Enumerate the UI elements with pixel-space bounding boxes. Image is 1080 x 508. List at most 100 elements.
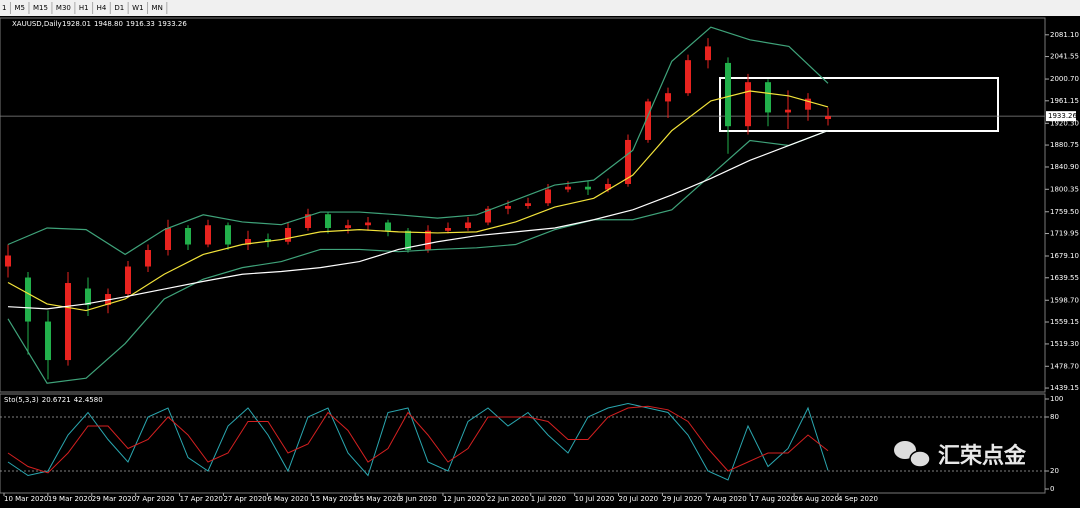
x-tick-label: 19 Mar 2020 <box>48 495 92 503</box>
x-tick-label: 3 Jun 2020 <box>399 495 437 503</box>
candle-body <box>385 222 391 231</box>
candle-body <box>805 98 811 110</box>
y-tick-label: 1840.90 <box>1050 163 1079 171</box>
candle-body <box>45 321 51 361</box>
candle-body <box>565 186 571 190</box>
candle-body <box>165 228 171 251</box>
candle-body <box>625 139 631 184</box>
candle-body <box>85 288 91 306</box>
overlay-line <box>7 26 829 256</box>
candle-body <box>765 82 771 113</box>
y-tick-label: 1961.15 <box>1050 97 1079 105</box>
indicator-value: 20.6721 <box>42 396 71 404</box>
candle-body <box>285 228 291 242</box>
x-tick-label: 4 Sep 2020 <box>838 495 878 503</box>
x-tick-label: 10 Jul 2020 <box>575 495 615 503</box>
y-tick-label: 1679.10 <box>1050 252 1079 260</box>
candle-body <box>505 205 511 209</box>
x-tick-label: 1 Jul 2020 <box>531 495 566 503</box>
y-tick-label: 1478.70 <box>1050 362 1079 370</box>
candle-body <box>5 255 11 267</box>
candle-body <box>825 116 831 120</box>
last-price-tag <box>1046 111 1076 122</box>
x-tick-label: 17 Aug 2020 <box>750 495 795 503</box>
y-tick-label: 1598.70 <box>1050 296 1079 304</box>
candle-body <box>365 222 371 226</box>
y-tick-label: 1559.15 <box>1050 318 1079 326</box>
x-tick-label: 12 Jun 2020 <box>443 495 485 503</box>
y-tick-label: 0 <box>1050 485 1054 493</box>
y-tick-label: 1519.30 <box>1050 340 1079 348</box>
y-tick-label: 2081.10 <box>1050 31 1079 39</box>
y-tick-label: 2041.55 <box>1050 53 1079 61</box>
watermark: 汇荣点金 <box>938 443 1027 469</box>
indicator-value: 42.4580 <box>74 396 103 404</box>
candle-body <box>325 214 331 229</box>
y-tick-label: 1920.30 <box>1050 119 1079 127</box>
stoch-line <box>7 405 829 474</box>
candle-body <box>525 203 531 206</box>
overlay-line <box>7 130 829 384</box>
y-tick-label: 1800.35 <box>1050 185 1079 193</box>
x-tick-label: 26 Aug 2020 <box>794 495 839 503</box>
timeframe-button[interactable]: MN <box>152 4 163 12</box>
candle-body <box>445 228 451 231</box>
x-tick-label: 7 Aug 2020 <box>706 495 746 503</box>
y-tick-label: 1759.50 <box>1050 208 1079 216</box>
ohlc-value: 1933.26 <box>158 20 187 28</box>
timeframe-button[interactable]: M30 <box>56 4 71 12</box>
candle-body <box>725 62 731 127</box>
x-tick-label: 10 Mar 2020 <box>4 495 48 503</box>
candle-body <box>605 183 611 190</box>
candle-body <box>205 225 211 245</box>
x-tick-label: 29 Jul 2020 <box>662 495 702 503</box>
candle-body <box>65 283 71 361</box>
y-tick-label: 1439.15 <box>1050 384 1079 392</box>
y-tick-label: 1880.75 <box>1050 141 1079 149</box>
candle-body <box>405 230 411 251</box>
x-tick-label: 22 Jun 2020 <box>487 495 529 503</box>
stoch-line <box>7 402 829 481</box>
range-box <box>719 77 999 132</box>
candle-body <box>185 228 191 245</box>
candle-body <box>265 239 271 242</box>
candle-body <box>305 214 311 229</box>
candle-body <box>145 250 151 267</box>
candle-body <box>705 46 711 61</box>
candle-body <box>645 101 651 140</box>
candle-body <box>25 277 31 322</box>
main-panel <box>0 17 1046 393</box>
candle-body <box>125 266 131 295</box>
x-tick-label: 6 May 2020 <box>267 495 308 503</box>
candle-body <box>345 225 351 229</box>
ohlc-value: 1928.01 <box>62 20 91 28</box>
y-tick-label: 20 <box>1050 467 1059 475</box>
candle-body <box>745 82 751 127</box>
candle-body <box>685 60 691 94</box>
candle-body <box>465 222 471 229</box>
candle-body <box>585 186 591 190</box>
x-tick-label: 17 Apr 2020 <box>180 495 223 503</box>
y-tick-label: 2000.70 <box>1050 75 1079 83</box>
timeframe-button[interactable]: 1 <box>2 4 6 12</box>
timeframe-button[interactable]: D1 <box>114 4 124 12</box>
candle-body <box>665 93 671 102</box>
candle-body <box>485 208 491 223</box>
timeframe-button[interactable]: W1 <box>132 4 143 12</box>
ohlc-value: 1916.33 <box>126 20 155 28</box>
timeframe-button[interactable]: M5 <box>14 4 25 12</box>
y-tick-label: 1639.55 <box>1050 274 1079 282</box>
x-tick-label: 7 Apr 2020 <box>136 495 175 503</box>
candle-body <box>425 230 431 251</box>
last-price-label: 1933.26 <box>1048 112 1077 120</box>
overlay-line <box>7 90 829 312</box>
y-tick-label: 80 <box>1050 413 1059 421</box>
timeframe-button[interactable]: H4 <box>97 4 107 12</box>
chart-title: XAUUSD,Daily <box>12 20 62 28</box>
overlay-line <box>7 130 829 310</box>
indicator-title: Sto(5,3,3) <box>4 396 39 404</box>
timeframe-button[interactable]: H1 <box>79 4 89 12</box>
candle-body <box>785 109 791 113</box>
timeframe-button[interactable]: M15 <box>33 4 48 12</box>
